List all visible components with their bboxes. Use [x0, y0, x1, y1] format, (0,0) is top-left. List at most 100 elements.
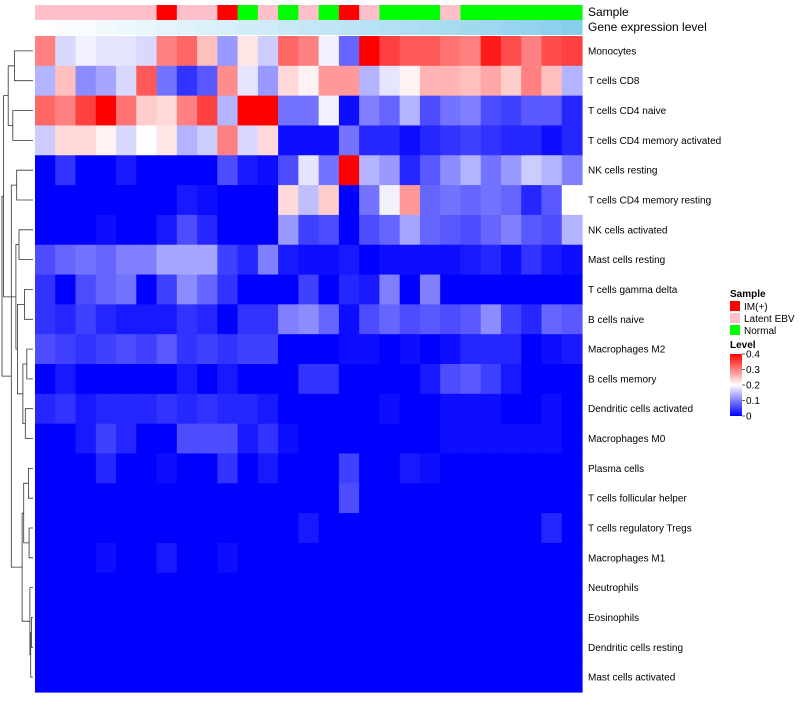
heatmap-cell	[55, 95, 77, 127]
heatmap-cell	[521, 244, 543, 276]
heatmap-cell	[116, 602, 137, 633]
heatmap-cell	[541, 602, 563, 633]
heatmap-cell	[257, 304, 279, 335]
heatmap-cell	[116, 125, 137, 156]
heatmap-cell	[156, 274, 178, 305]
heatmap-cell	[399, 155, 421, 186]
heatmap-cell	[379, 185, 401, 216]
heatmap-cell	[521, 423, 543, 455]
heatmap-cell	[116, 393, 137, 425]
sample-annotation-cell	[419, 5, 441, 20]
heatmap-cell	[35, 572, 56, 604]
expression-annotation-cell	[561, 20, 583, 35]
heatmap-cell	[318, 453, 340, 484]
heatmap-cell	[419, 364, 441, 395]
heatmap-cell	[75, 602, 97, 633]
heatmap-cell	[541, 572, 563, 604]
heatmap-cell	[156, 393, 178, 425]
heatmap-cell	[55, 453, 77, 484]
expression-annotation-cell	[55, 20, 77, 35]
heatmap-cell	[541, 542, 563, 574]
heatmap-cell	[217, 65, 239, 97]
heatmap-cell	[237, 274, 259, 305]
row-label: Mast cells activated	[588, 673, 675, 684]
heatmap-cell	[541, 95, 563, 127]
sample-annotation-cell	[440, 5, 462, 20]
heatmap-cell	[237, 304, 259, 335]
heatmap-cell	[561, 483, 583, 514]
row-labels: Monocytes T cells CD8 T cells CD4 naive T c…	[588, 46, 721, 683]
heatmap-cell	[500, 602, 522, 633]
heatmap-cell	[116, 214, 137, 246]
heatmap-cell	[35, 393, 56, 425]
heatmap-cell	[440, 185, 462, 216]
heatmap-cell	[379, 125, 401, 156]
heatmap-cell	[75, 185, 97, 216]
heatmap-cell	[399, 65, 421, 97]
heatmap-cell	[75, 393, 97, 425]
sample-annotation-cell	[359, 5, 381, 20]
heatmap-cell	[561, 453, 583, 484]
heatmap-cell	[521, 214, 543, 246]
heatmap-cell	[237, 214, 259, 246]
heatmap-cell	[419, 244, 441, 276]
heatmap-cell	[75, 364, 97, 395]
heatmap-cell	[460, 304, 482, 335]
heatmap-cell	[217, 185, 239, 216]
heatmap-cell	[298, 572, 320, 604]
heatmap-cell	[278, 393, 299, 425]
heatmap-cell	[95, 483, 117, 514]
sample-annotation-cell	[35, 5, 56, 20]
heatmap-cell	[338, 95, 360, 127]
heatmap-cell	[338, 334, 360, 365]
heatmap-cell	[176, 602, 198, 633]
heatmap-cell	[440, 274, 462, 305]
heatmap-cell	[156, 572, 178, 604]
heatmap-cell	[298, 274, 320, 305]
heatmap-cell	[257, 542, 279, 574]
heatmap-cell	[217, 244, 239, 276]
heatmap-cell	[379, 214, 401, 246]
dendrogram-branch	[18, 229, 33, 260]
heatmap-cell	[419, 483, 441, 514]
heatmap-cell	[95, 36, 117, 67]
sample-annotation-label: Sample	[588, 5, 629, 19]
heatmap-cell	[399, 513, 421, 544]
row-label: T cells follicular helper	[588, 494, 687, 505]
heatmap-cell	[156, 185, 178, 216]
heatmap-cell	[176, 453, 198, 484]
heatmap-cell	[359, 602, 381, 633]
expression-annotation-cell	[176, 20, 198, 35]
heatmap-cell	[338, 662, 360, 693]
dendrogram-branch	[14, 50, 33, 82]
heatmap-cell	[338, 542, 360, 574]
expression-annotation-cell	[541, 20, 563, 35]
heatmap-cell	[480, 542, 502, 574]
heatmap-cell	[480, 155, 502, 186]
heatmap-cell	[561, 36, 583, 67]
heatmap-cell	[257, 632, 279, 663]
heatmap-cell	[156, 542, 178, 574]
sample-annotation-cell	[156, 5, 178, 20]
heatmap-cell	[217, 602, 239, 633]
heatmap-cell	[35, 155, 56, 186]
heatmap-cell	[359, 155, 381, 186]
heatmap-cell	[197, 423, 218, 455]
row-label: Eosinophils	[588, 613, 639, 624]
expression-annotation-cell	[500, 20, 522, 35]
heatmap-cell	[197, 125, 218, 156]
heatmap-cell	[136, 423, 158, 455]
heatmap-cell	[318, 334, 340, 365]
heatmap-cell	[440, 36, 462, 67]
heatmap-cell	[278, 95, 299, 127]
dendrogram-branch	[10, 184, 23, 568]
heatmap-cell	[75, 244, 97, 276]
heatmap-cell	[541, 662, 563, 693]
heatmap-cell	[379, 274, 401, 305]
heatmap-cell	[460, 423, 482, 455]
heatmap-cell	[561, 662, 583, 693]
sample-annotation-cell	[318, 5, 340, 20]
heatmap-cell	[156, 602, 178, 633]
expression-annotation-cell	[197, 20, 218, 35]
heatmap-cell	[318, 95, 340, 127]
